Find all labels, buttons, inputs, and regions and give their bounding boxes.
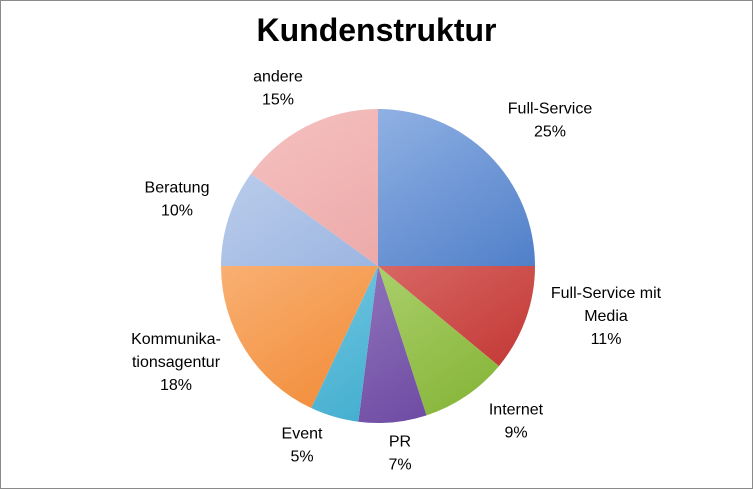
- pie-slice-5: [311, 266, 378, 422]
- slice-label-7: Beratung 10%: [145, 180, 210, 220]
- slice-label-2: Full-Service mit Media 11%: [551, 285, 662, 348]
- pie-slice-6: [221, 266, 378, 409]
- pie-slice-8: [250, 109, 378, 266]
- slice-name: Beratung: [145, 180, 210, 197]
- pie-slice-1: [378, 109, 535, 266]
- slice-name: andere: [253, 69, 303, 86]
- slice-name: PR: [389, 434, 411, 451]
- slice-percent: 9%: [504, 425, 527, 442]
- slice-percent: 11%: [591, 331, 622, 348]
- slice-label-6: Kommunika-tionsagentur 18%: [131, 331, 221, 394]
- slice-label-3: Internet 9%: [489, 402, 544, 442]
- slice-percent: 25%: [534, 124, 566, 141]
- slice-percent: 10%: [161, 203, 193, 220]
- pie-slices: [221, 109, 536, 424]
- slice-percent: 7%: [388, 457, 411, 474]
- slice-label-4: PR 7%: [388, 434, 411, 474]
- slice-name: Kommunika-: [131, 331, 221, 348]
- pie-slice-7: [221, 173, 378, 266]
- slice-name: Full-Service mit: [551, 285, 662, 302]
- slice-label-8: andere 15%: [253, 69, 303, 109]
- slice-percent: 5%: [290, 449, 313, 466]
- slice-percent: 15%: [262, 92, 294, 109]
- slice-name: Full-Service: [508, 101, 593, 118]
- slice-name: Media: [584, 308, 628, 325]
- chart-title: Kundenstruktur: [256, 12, 497, 48]
- pie-slice-4: [358, 266, 427, 424]
- pie-slice-3: [378, 266, 499, 416]
- slice-name: Event: [282, 426, 323, 443]
- pie-slice-2: [378, 266, 536, 367]
- slice-name: tionsagentur: [132, 354, 221, 371]
- slice-name: Internet: [489, 402, 544, 419]
- pie-labels: Full-Service 25% Full-Service mit Media 11% I…: [131, 69, 662, 474]
- slice-label-5: Event 5%: [282, 426, 323, 466]
- slice-percent: 18%: [160, 377, 192, 394]
- slice-label-1: Full-Service 25%: [508, 101, 593, 141]
